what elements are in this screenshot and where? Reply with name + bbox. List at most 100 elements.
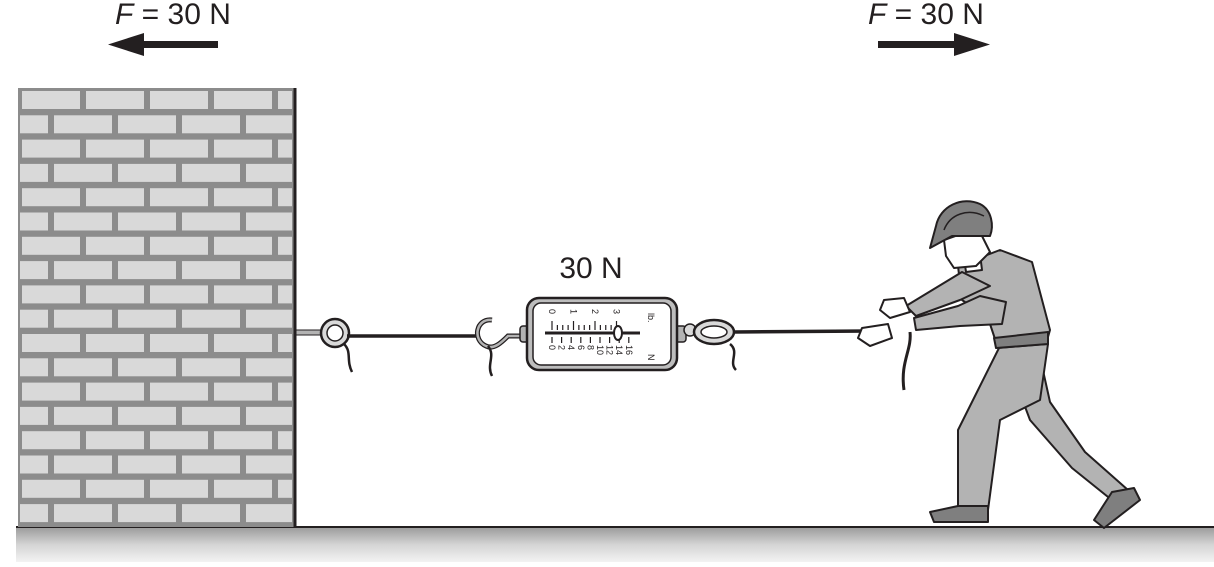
- brick: [150, 236, 208, 255]
- brick: [150, 285, 208, 304]
- brick: [246, 455, 292, 474]
- brick: [20, 309, 48, 328]
- brick: [20, 358, 48, 377]
- brick: [54, 406, 112, 425]
- brick: [214, 236, 272, 255]
- brick: [54, 115, 112, 134]
- brick: [150, 479, 208, 498]
- brick: [20, 406, 48, 425]
- brick: [86, 236, 144, 255]
- brick: [54, 358, 112, 377]
- scale-pointer: [613, 325, 623, 341]
- brick: [214, 285, 272, 304]
- scale-n-tick-label: 16: [624, 345, 634, 355]
- wall-bricks: [20, 91, 292, 523]
- brick: [20, 504, 48, 523]
- brick: [278, 431, 292, 450]
- brick: [246, 309, 292, 328]
- brick: [22, 236, 80, 255]
- brick: [86, 188, 144, 207]
- brick: [20, 212, 48, 231]
- brick: [182, 504, 240, 523]
- brick: [278, 139, 292, 158]
- brick: [214, 479, 272, 498]
- brick: [86, 382, 144, 401]
- force-symbol: F: [115, 0, 135, 31]
- brick: [20, 455, 48, 474]
- brick: [182, 358, 240, 377]
- svg-text:F = 30 N: F = 30 N: [868, 0, 984, 31]
- brick: [214, 188, 272, 207]
- brick: [150, 334, 208, 352]
- brick: [182, 212, 240, 231]
- scale-n-tick-label: 2: [557, 345, 567, 350]
- brick: [22, 91, 80, 109]
- scale-n-tick-label: 14: [614, 345, 624, 355]
- brick: [278, 285, 292, 304]
- brick: [182, 309, 240, 328]
- left-force-arrow: [108, 33, 218, 56]
- brick: [150, 91, 208, 109]
- brick: [22, 188, 80, 207]
- brick: [214, 382, 272, 401]
- brick: [246, 115, 292, 134]
- force-symbol: F: [868, 0, 888, 31]
- brick: [278, 382, 292, 401]
- brick: [22, 334, 80, 352]
- brick: [54, 504, 112, 523]
- brick: [246, 212, 292, 231]
- scale-reading: 30 N: [559, 252, 622, 285]
- brick: [118, 455, 176, 474]
- scale-n-tick-label: 0: [547, 345, 557, 350]
- spring-scale: 30 N 0 1 2 30 2 4 6 8 10 12 14 16 lb. N: [519, 252, 687, 372]
- brick: [278, 91, 292, 109]
- scale-n-tick-label: 12: [605, 345, 615, 355]
- brick: [54, 309, 112, 328]
- scale-lb-tick-label: 0: [547, 309, 557, 314]
- brick: [54, 261, 112, 280]
- brick: [86, 91, 144, 109]
- brick: [22, 139, 80, 158]
- brick: [86, 431, 144, 450]
- brick: [182, 406, 240, 425]
- force-value: = 30 N: [133, 0, 231, 31]
- force-value: = 30 N: [886, 0, 984, 31]
- brick: [150, 139, 208, 158]
- brick: [86, 139, 144, 158]
- brick: [118, 406, 176, 425]
- rope-right: [683, 318, 912, 391]
- ground: [16, 526, 1214, 562]
- brick: [214, 91, 272, 109]
- brick: [214, 139, 272, 158]
- brick: [278, 236, 292, 255]
- brick: [182, 455, 240, 474]
- brick: [118, 163, 176, 182]
- brick: [118, 309, 176, 328]
- brick: [278, 188, 292, 207]
- brick: [22, 285, 80, 304]
- right-force-label: F = 30 N: [868, 0, 984, 31]
- brick: [118, 504, 176, 523]
- scale-lb-unit: lb.: [646, 313, 656, 323]
- brick: [22, 479, 80, 498]
- scale-n-tick-label: 4: [566, 345, 576, 350]
- brick: [22, 382, 80, 401]
- brick: [54, 212, 112, 231]
- right-force-arrow: [878, 33, 990, 56]
- brick: [20, 163, 48, 182]
- brick: [86, 285, 144, 304]
- scale-lb-tick-label: 3: [612, 309, 622, 314]
- brick-wall: [18, 88, 297, 527]
- brick: [182, 115, 240, 134]
- brick: [54, 163, 112, 182]
- brick: [246, 406, 292, 425]
- brick: [246, 358, 292, 377]
- scale-n-tick-label: 10: [595, 345, 605, 355]
- brick: [278, 479, 292, 498]
- brick: [20, 261, 48, 280]
- brick: [246, 163, 292, 182]
- brick: [150, 431, 208, 450]
- brick: [278, 334, 292, 352]
